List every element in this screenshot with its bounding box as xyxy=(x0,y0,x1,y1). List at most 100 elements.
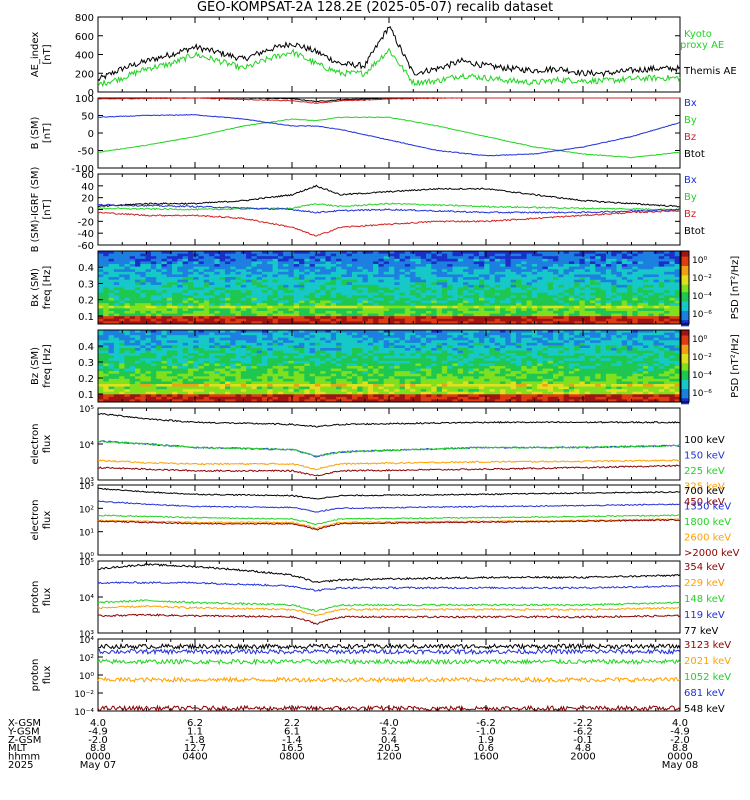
spectrogram-cell xyxy=(187,266,194,270)
spectrogram-cell xyxy=(140,348,147,351)
spectrogram-cell xyxy=(309,348,316,351)
spectrogram-cell xyxy=(293,266,300,270)
spectrogram-cell xyxy=(129,303,136,307)
spectrogram-cell xyxy=(537,269,543,273)
spectrogram-cell xyxy=(299,360,305,364)
spectrogram-cell xyxy=(283,287,289,291)
spectrogram-cell xyxy=(320,386,326,390)
spectrogram-cell xyxy=(362,261,369,265)
spectrogram-cell xyxy=(187,297,194,301)
spectrogram-cell xyxy=(595,308,602,312)
spectrogram-cell xyxy=(150,295,157,299)
chart-title: GEO-KOMPSAT-2A 128.2E (2025-05-07) recal… xyxy=(196,0,554,15)
spectrogram-cell xyxy=(431,271,438,275)
spectrogram-cell xyxy=(108,271,115,275)
spectrogram-cell xyxy=(256,371,263,375)
spectrogram-cell xyxy=(124,348,131,351)
spectrogram-cell xyxy=(293,290,300,294)
spectrogram-cell xyxy=(277,391,284,395)
spectrogram-cell xyxy=(362,348,369,351)
spectrogram-cell xyxy=(267,396,273,400)
spectrogram-cell xyxy=(563,308,570,312)
spectrogram-cell xyxy=(124,290,131,294)
spectrogram-cell xyxy=(457,258,464,262)
spectrogram-cell xyxy=(383,251,390,255)
spectrogram-cell xyxy=(98,350,104,354)
spectrogram-cell xyxy=(357,378,363,382)
colorbar-cell xyxy=(681,254,689,258)
spectrogram-cell xyxy=(156,391,162,395)
spectrogram-cell xyxy=(563,305,570,309)
spectrogram-cell xyxy=(219,279,226,283)
spectrogram-cell xyxy=(658,292,665,296)
spectrogram-cell xyxy=(346,337,353,341)
spectrogram-cell xyxy=(135,355,141,359)
spectrogram-cell xyxy=(568,269,575,273)
spectrogram-cell xyxy=(299,308,305,312)
spectrogram-cell xyxy=(330,277,337,281)
spectrogram-cell xyxy=(542,297,549,301)
spectrogram-cell xyxy=(452,318,459,322)
spectrogram-cell xyxy=(224,376,231,380)
spectrogram-cell xyxy=(367,363,374,367)
spectrogram-cell xyxy=(431,303,438,307)
spectrogram-cell xyxy=(653,313,660,317)
spectrogram-cell xyxy=(484,300,490,304)
spectrogram-cell xyxy=(484,287,490,291)
spectrogram-cell xyxy=(304,297,311,301)
spectrogram-cell xyxy=(341,337,348,341)
spectrogram-cell xyxy=(166,373,173,377)
spectrogram-cell xyxy=(145,399,152,403)
spectrogram-cell xyxy=(209,303,215,307)
spectrogram-cell xyxy=(574,282,580,286)
spectrogram-cell xyxy=(378,303,385,307)
spectrogram-cell xyxy=(531,266,538,270)
spectrogram-cell xyxy=(547,256,554,260)
spectrogram-cell xyxy=(320,266,326,270)
spectrogram-cell xyxy=(288,350,295,354)
spectrogram-cell xyxy=(484,318,490,322)
spectrogram-cell xyxy=(542,282,549,286)
spectrogram-cell xyxy=(653,261,660,265)
spectrogram-cell xyxy=(224,345,231,349)
spectrogram-cell xyxy=(145,358,152,362)
spectrogram-cell xyxy=(98,303,104,307)
spectrogram-cell xyxy=(113,340,120,344)
spectrogram-cell xyxy=(362,297,369,301)
spectrogram-cell xyxy=(187,316,194,320)
spectrogram-cell xyxy=(177,264,184,268)
spectrogram-cell xyxy=(119,297,125,301)
spectrogram-cell xyxy=(669,251,676,255)
spectrogram-cell xyxy=(108,261,115,265)
spectrogram-cell xyxy=(135,350,141,354)
spectrogram-cell xyxy=(129,332,136,336)
spectrogram-cell xyxy=(505,269,512,273)
spectrogram-cell xyxy=(320,342,326,346)
spectrogram-cell xyxy=(579,269,586,273)
spectrogram-cell xyxy=(98,274,104,278)
spectrogram-cell xyxy=(166,353,173,357)
spectrogram-cell xyxy=(346,274,353,278)
spectrogram-cell xyxy=(484,266,490,270)
spectrogram-cell xyxy=(135,330,141,333)
spectrogram-cell xyxy=(272,253,279,257)
spectrogram-cell xyxy=(336,360,342,364)
spectrogram-cell xyxy=(568,313,575,317)
spectrogram-cell xyxy=(187,261,194,265)
y-tick-label: 400 xyxy=(75,51,94,62)
spectrogram-cell xyxy=(256,274,263,278)
colorbar-cell xyxy=(681,322,689,325)
spectrogram-cell xyxy=(605,269,612,273)
spectrogram-cell xyxy=(664,279,670,283)
spectrogram-cell xyxy=(484,297,490,301)
spectrogram-cell xyxy=(166,297,173,301)
spectrogram-cell xyxy=(373,399,379,403)
spectrogram-cell xyxy=(664,261,670,265)
spectrogram-cell xyxy=(325,303,332,307)
spectrogram-cell xyxy=(526,253,533,257)
spectrogram-cell xyxy=(277,279,284,283)
spectrogram-cell xyxy=(373,279,379,283)
spectrogram-cell xyxy=(362,316,369,320)
spectrogram-cell xyxy=(309,290,316,294)
spectrogram-cell xyxy=(262,253,268,257)
